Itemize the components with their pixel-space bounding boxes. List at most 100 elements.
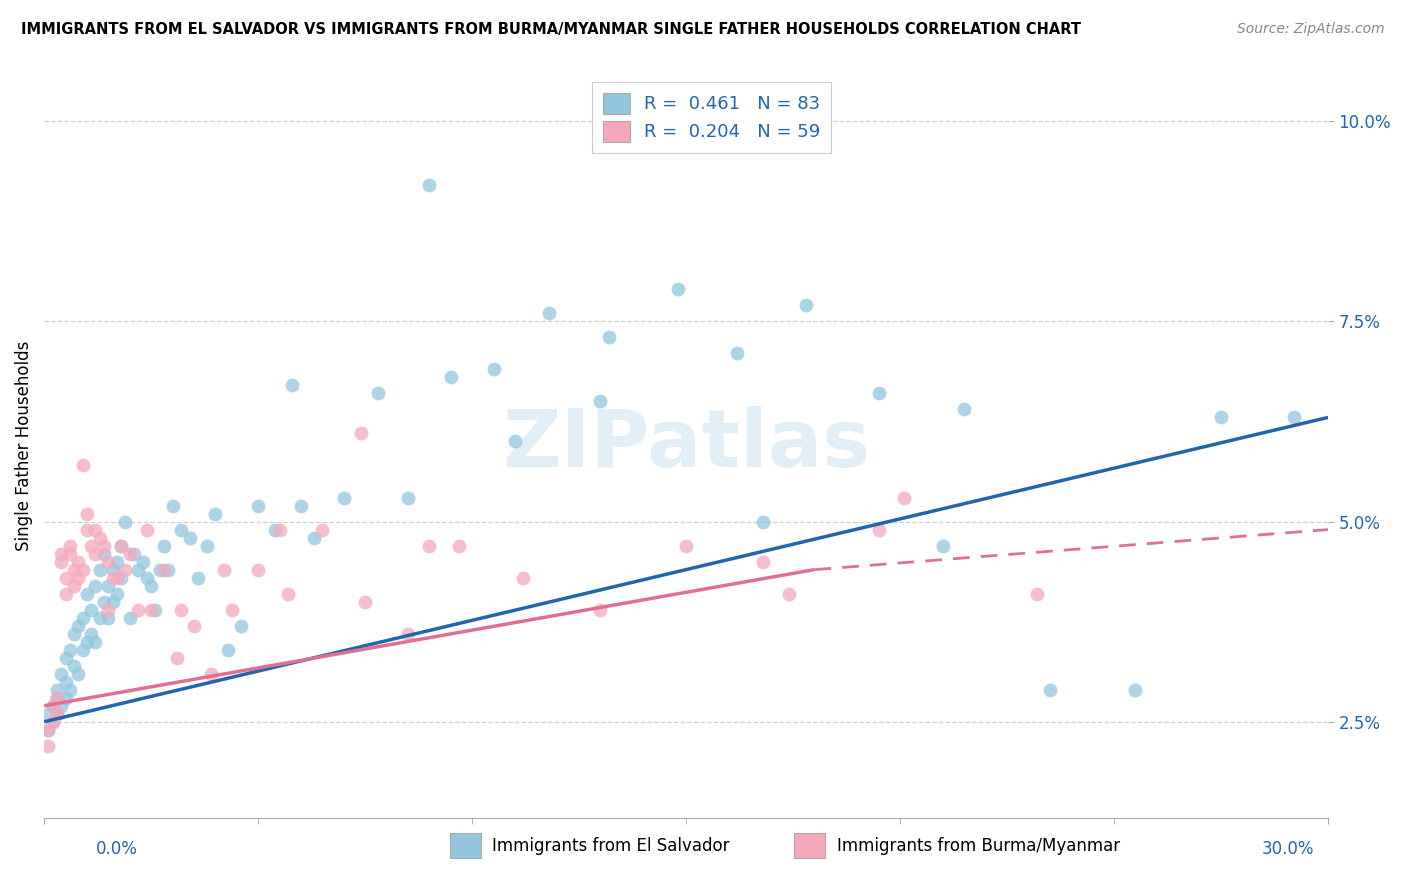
Point [157, 563, 180, 577]
Point [63, 579, 86, 593]
Point [72, 563, 94, 577]
Point [80, 539, 103, 553]
Point [179, 531, 201, 545]
Point [778, 587, 800, 601]
Point [76, 507, 98, 521]
Point [145, 602, 167, 616]
Point [953, 402, 976, 417]
Point [598, 330, 620, 344]
Point [229, 618, 252, 632]
Point [114, 563, 136, 577]
Point [932, 539, 955, 553]
Point [122, 547, 145, 561]
Point [97, 602, 120, 616]
Point [512, 571, 534, 585]
Point [135, 571, 157, 585]
Point [396, 626, 419, 640]
Point [893, 491, 915, 505]
Point [868, 523, 890, 537]
Point [440, 370, 463, 384]
Point [67, 555, 90, 569]
Point [46, 690, 69, 705]
Point [187, 571, 209, 585]
Point [76, 523, 98, 537]
Point [170, 523, 193, 537]
Legend: R =  0.461   N = 83, R =  0.204   N = 59: R = 0.461 N = 83, R = 0.204 N = 59 [592, 82, 831, 153]
Point [166, 650, 188, 665]
Point [183, 618, 205, 632]
Text: IMMIGRANTS FROM EL SALVADOR VS IMMIGRANTS FROM BURMA/MYANMAR SINGLE FATHER HOUSE: IMMIGRANTS FROM EL SALVADOR VS IMMIGRANT… [21, 22, 1081, 37]
Point [212, 563, 235, 577]
Point [302, 531, 325, 545]
Point [204, 507, 226, 521]
Point [332, 491, 354, 505]
Point [277, 587, 299, 601]
Point [97, 555, 120, 569]
Point [153, 539, 176, 553]
Point [105, 571, 128, 585]
Point [59, 539, 82, 553]
Point [170, 602, 193, 616]
Point [311, 523, 333, 537]
Point [794, 298, 817, 312]
Point [55, 650, 77, 665]
Point [67, 571, 90, 585]
Point [139, 602, 162, 616]
Point [281, 378, 304, 392]
Point [153, 563, 176, 577]
Point [59, 682, 82, 697]
Point [46, 706, 69, 721]
Point [51, 547, 73, 561]
Point [200, 666, 222, 681]
Point [51, 698, 73, 713]
Point [55, 587, 77, 601]
Point [1209, 410, 1232, 425]
Point [93, 539, 115, 553]
Point [247, 563, 270, 577]
Point [41, 698, 63, 713]
Point [41, 714, 63, 729]
Point [503, 434, 526, 449]
Point [666, 282, 689, 296]
Point [55, 571, 77, 585]
Point [37, 739, 59, 753]
Point [80, 602, 103, 616]
Point [46, 706, 69, 721]
Text: 30.0%: 30.0% [1263, 840, 1315, 858]
Point [72, 458, 94, 473]
Text: 0.0%: 0.0% [96, 840, 138, 858]
Point [63, 626, 86, 640]
Point [1039, 682, 1062, 697]
Point [1125, 682, 1147, 697]
Point [89, 563, 111, 577]
Y-axis label: Single Father Households: Single Father Households [15, 340, 32, 550]
Point [149, 563, 172, 577]
Point [449, 539, 471, 553]
Point [67, 618, 90, 632]
Point [105, 555, 128, 569]
Point [418, 539, 440, 553]
Point [217, 642, 239, 657]
Point [118, 610, 141, 624]
Point [55, 690, 77, 705]
Point [63, 563, 86, 577]
Point [396, 491, 419, 505]
Point [675, 539, 697, 553]
Text: Source: ZipAtlas.com: Source: ZipAtlas.com [1237, 22, 1385, 37]
Point [264, 523, 287, 537]
Point [63, 658, 86, 673]
Point [135, 523, 157, 537]
Point [290, 499, 312, 513]
Point [221, 602, 243, 616]
Point [72, 642, 94, 657]
Point [118, 547, 141, 561]
Point [89, 531, 111, 545]
Point [110, 571, 132, 585]
Point [538, 306, 561, 320]
Point [350, 426, 373, 441]
Point [59, 547, 82, 561]
Point [93, 547, 115, 561]
Point [482, 362, 505, 376]
Point [46, 682, 69, 697]
Point [1026, 587, 1049, 601]
